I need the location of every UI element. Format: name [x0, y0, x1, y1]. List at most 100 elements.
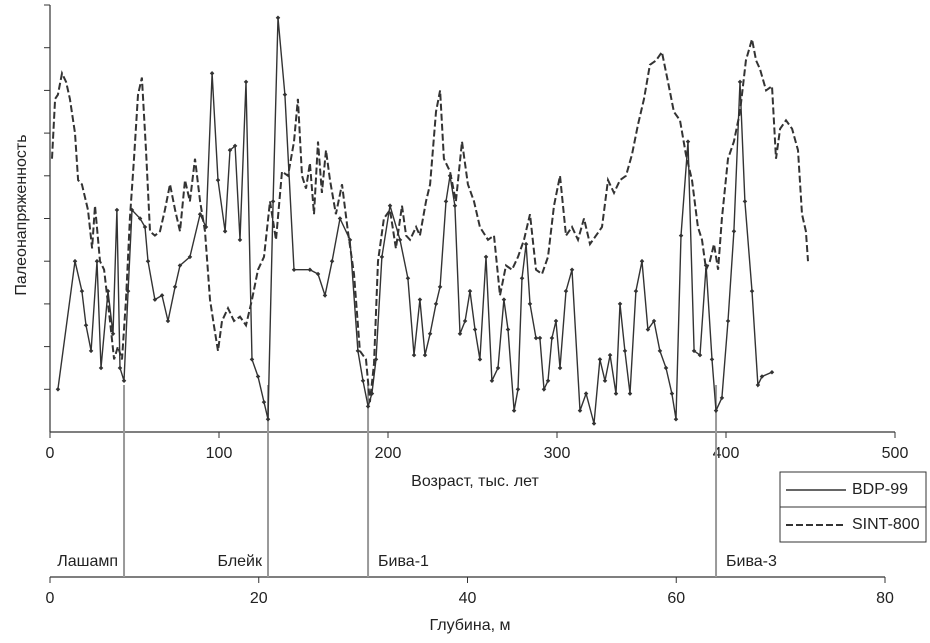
- point: [387, 203, 393, 208]
- point: [462, 318, 468, 324]
- point: [527, 301, 533, 307]
- point: [72, 258, 78, 264]
- point: [669, 391, 675, 396]
- x-tick-label: 300: [544, 445, 571, 462]
- depth-axis-label: Глубина, м: [429, 617, 510, 634]
- point: [88, 348, 94, 354]
- point: [417, 297, 423, 302]
- event-label: Блейк: [218, 553, 263, 570]
- series-line: [51, 38, 809, 403]
- point: [411, 352, 417, 358]
- point: [270, 199, 276, 204]
- point: [622, 348, 628, 354]
- point: [94, 258, 100, 264]
- point: [725, 318, 731, 324]
- point: [678, 233, 684, 238]
- point: [511, 408, 517, 413]
- point: [98, 365, 104, 371]
- point: [569, 267, 575, 273]
- point: [627, 391, 633, 396]
- point: [337, 216, 343, 221]
- point: [685, 139, 691, 144]
- point: [737, 79, 743, 85]
- event-label: Бива-1: [378, 553, 429, 570]
- point: [322, 293, 328, 298]
- depth-tick-label: 40: [459, 590, 477, 607]
- point: [177, 263, 183, 268]
- point: [249, 357, 255, 362]
- point: [397, 237, 403, 243]
- point: [495, 365, 501, 371]
- point: [713, 408, 719, 413]
- point: [697, 352, 703, 358]
- point: [613, 391, 619, 396]
- point: [537, 335, 543, 341]
- point: [467, 288, 473, 294]
- point: [422, 352, 428, 358]
- point: [483, 254, 489, 260]
- point: [427, 331, 433, 337]
- x-axis-label: Возраст, тыс. лет: [411, 473, 539, 490]
- point: [315, 271, 321, 277]
- x-tick-label: 0: [46, 445, 55, 462]
- point: [597, 357, 603, 362]
- point: [633, 288, 639, 294]
- point: [222, 229, 228, 234]
- legend-label: SINT-800: [852, 516, 920, 533]
- x-tick-label: 100: [206, 445, 233, 462]
- point: [591, 421, 597, 426]
- point: [360, 378, 366, 384]
- point: [265, 416, 271, 422]
- y-axis-label: Палеонапряженность: [13, 134, 30, 295]
- depth-tick-label: 80: [876, 590, 894, 607]
- point: [117, 365, 123, 371]
- point: [282, 92, 288, 97]
- point: [549, 335, 555, 341]
- point: [243, 79, 249, 85]
- point: [472, 327, 478, 332]
- point: [663, 365, 669, 371]
- point: [749, 288, 755, 294]
- point: [501, 297, 507, 302]
- point: [477, 357, 483, 362]
- point: [79, 288, 85, 294]
- point: [651, 318, 657, 324]
- point: [83, 322, 89, 328]
- point: [365, 404, 371, 409]
- point: [443, 199, 449, 204]
- point: [329, 258, 335, 264]
- x-tick-label: 500: [882, 445, 909, 462]
- point: [505, 327, 511, 332]
- x-tick-label: 400: [713, 445, 740, 462]
- point: [405, 276, 411, 281]
- point: [152, 297, 158, 302]
- point: [145, 258, 151, 264]
- point: [291, 267, 297, 273]
- series-line: [57, 17, 773, 424]
- point: [110, 331, 116, 337]
- point: [709, 357, 715, 362]
- depth-tick-label: 60: [667, 590, 685, 607]
- point: [379, 254, 385, 260]
- point: [769, 369, 775, 375]
- point: [563, 288, 569, 294]
- point: [657, 348, 663, 354]
- point: [437, 284, 443, 290]
- point: [731, 229, 737, 234]
- point: [307, 267, 313, 273]
- point: [261, 399, 267, 405]
- point: [433, 301, 439, 307]
- point: [545, 378, 551, 384]
- event-label: Лашамп: [57, 553, 118, 570]
- point: [645, 327, 651, 332]
- event-label: Бива-3: [726, 553, 777, 570]
- point: [255, 374, 261, 379]
- point: [523, 241, 529, 247]
- point: [275, 15, 281, 21]
- point: [489, 378, 495, 384]
- x-tick-label: 200: [375, 445, 402, 462]
- point: [673, 416, 679, 422]
- point: [209, 71, 215, 76]
- point: [172, 284, 178, 290]
